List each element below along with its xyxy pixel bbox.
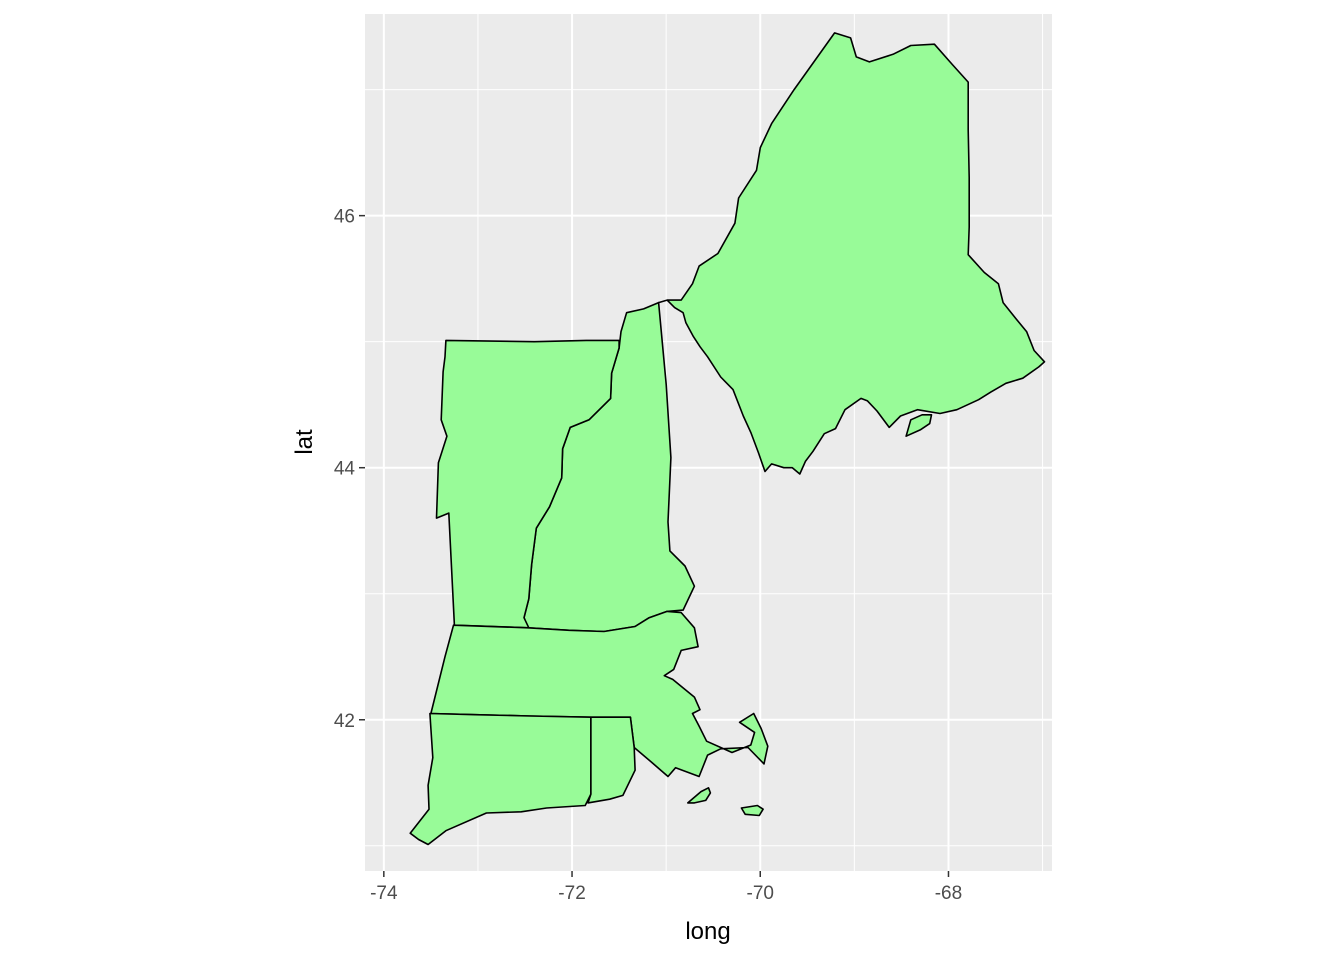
x-axis-title: long [685, 918, 730, 945]
region-connecticut [409, 712, 592, 846]
y-tick-label: 46 [334, 207, 355, 228]
region-mount-desert-island [905, 414, 933, 437]
state-regions [409, 32, 1046, 846]
x-axis-tick-labels: -74 -72 -70 -68 [370, 883, 962, 904]
y-tick-label: 44 [334, 459, 356, 480]
region-vermont [435, 339, 620, 629]
x-tick-label: -74 [370, 883, 398, 904]
x-tick-label: -72 [558, 883, 585, 904]
x-tick-label: -70 [747, 883, 774, 904]
y-tick-label: 42 [334, 711, 355, 732]
region-marthas-vineyard [687, 787, 712, 804]
y-axis-tick-labels: 42 44 46 [334, 207, 356, 732]
axis-ticks [359, 214, 950, 877]
region-nantucket [740, 804, 764, 817]
region-maine [657, 32, 1046, 475]
region-rhode-island [587, 716, 636, 804]
x-tick-label: -68 [935, 883, 962, 904]
y-axis-title: lat [291, 429, 318, 455]
